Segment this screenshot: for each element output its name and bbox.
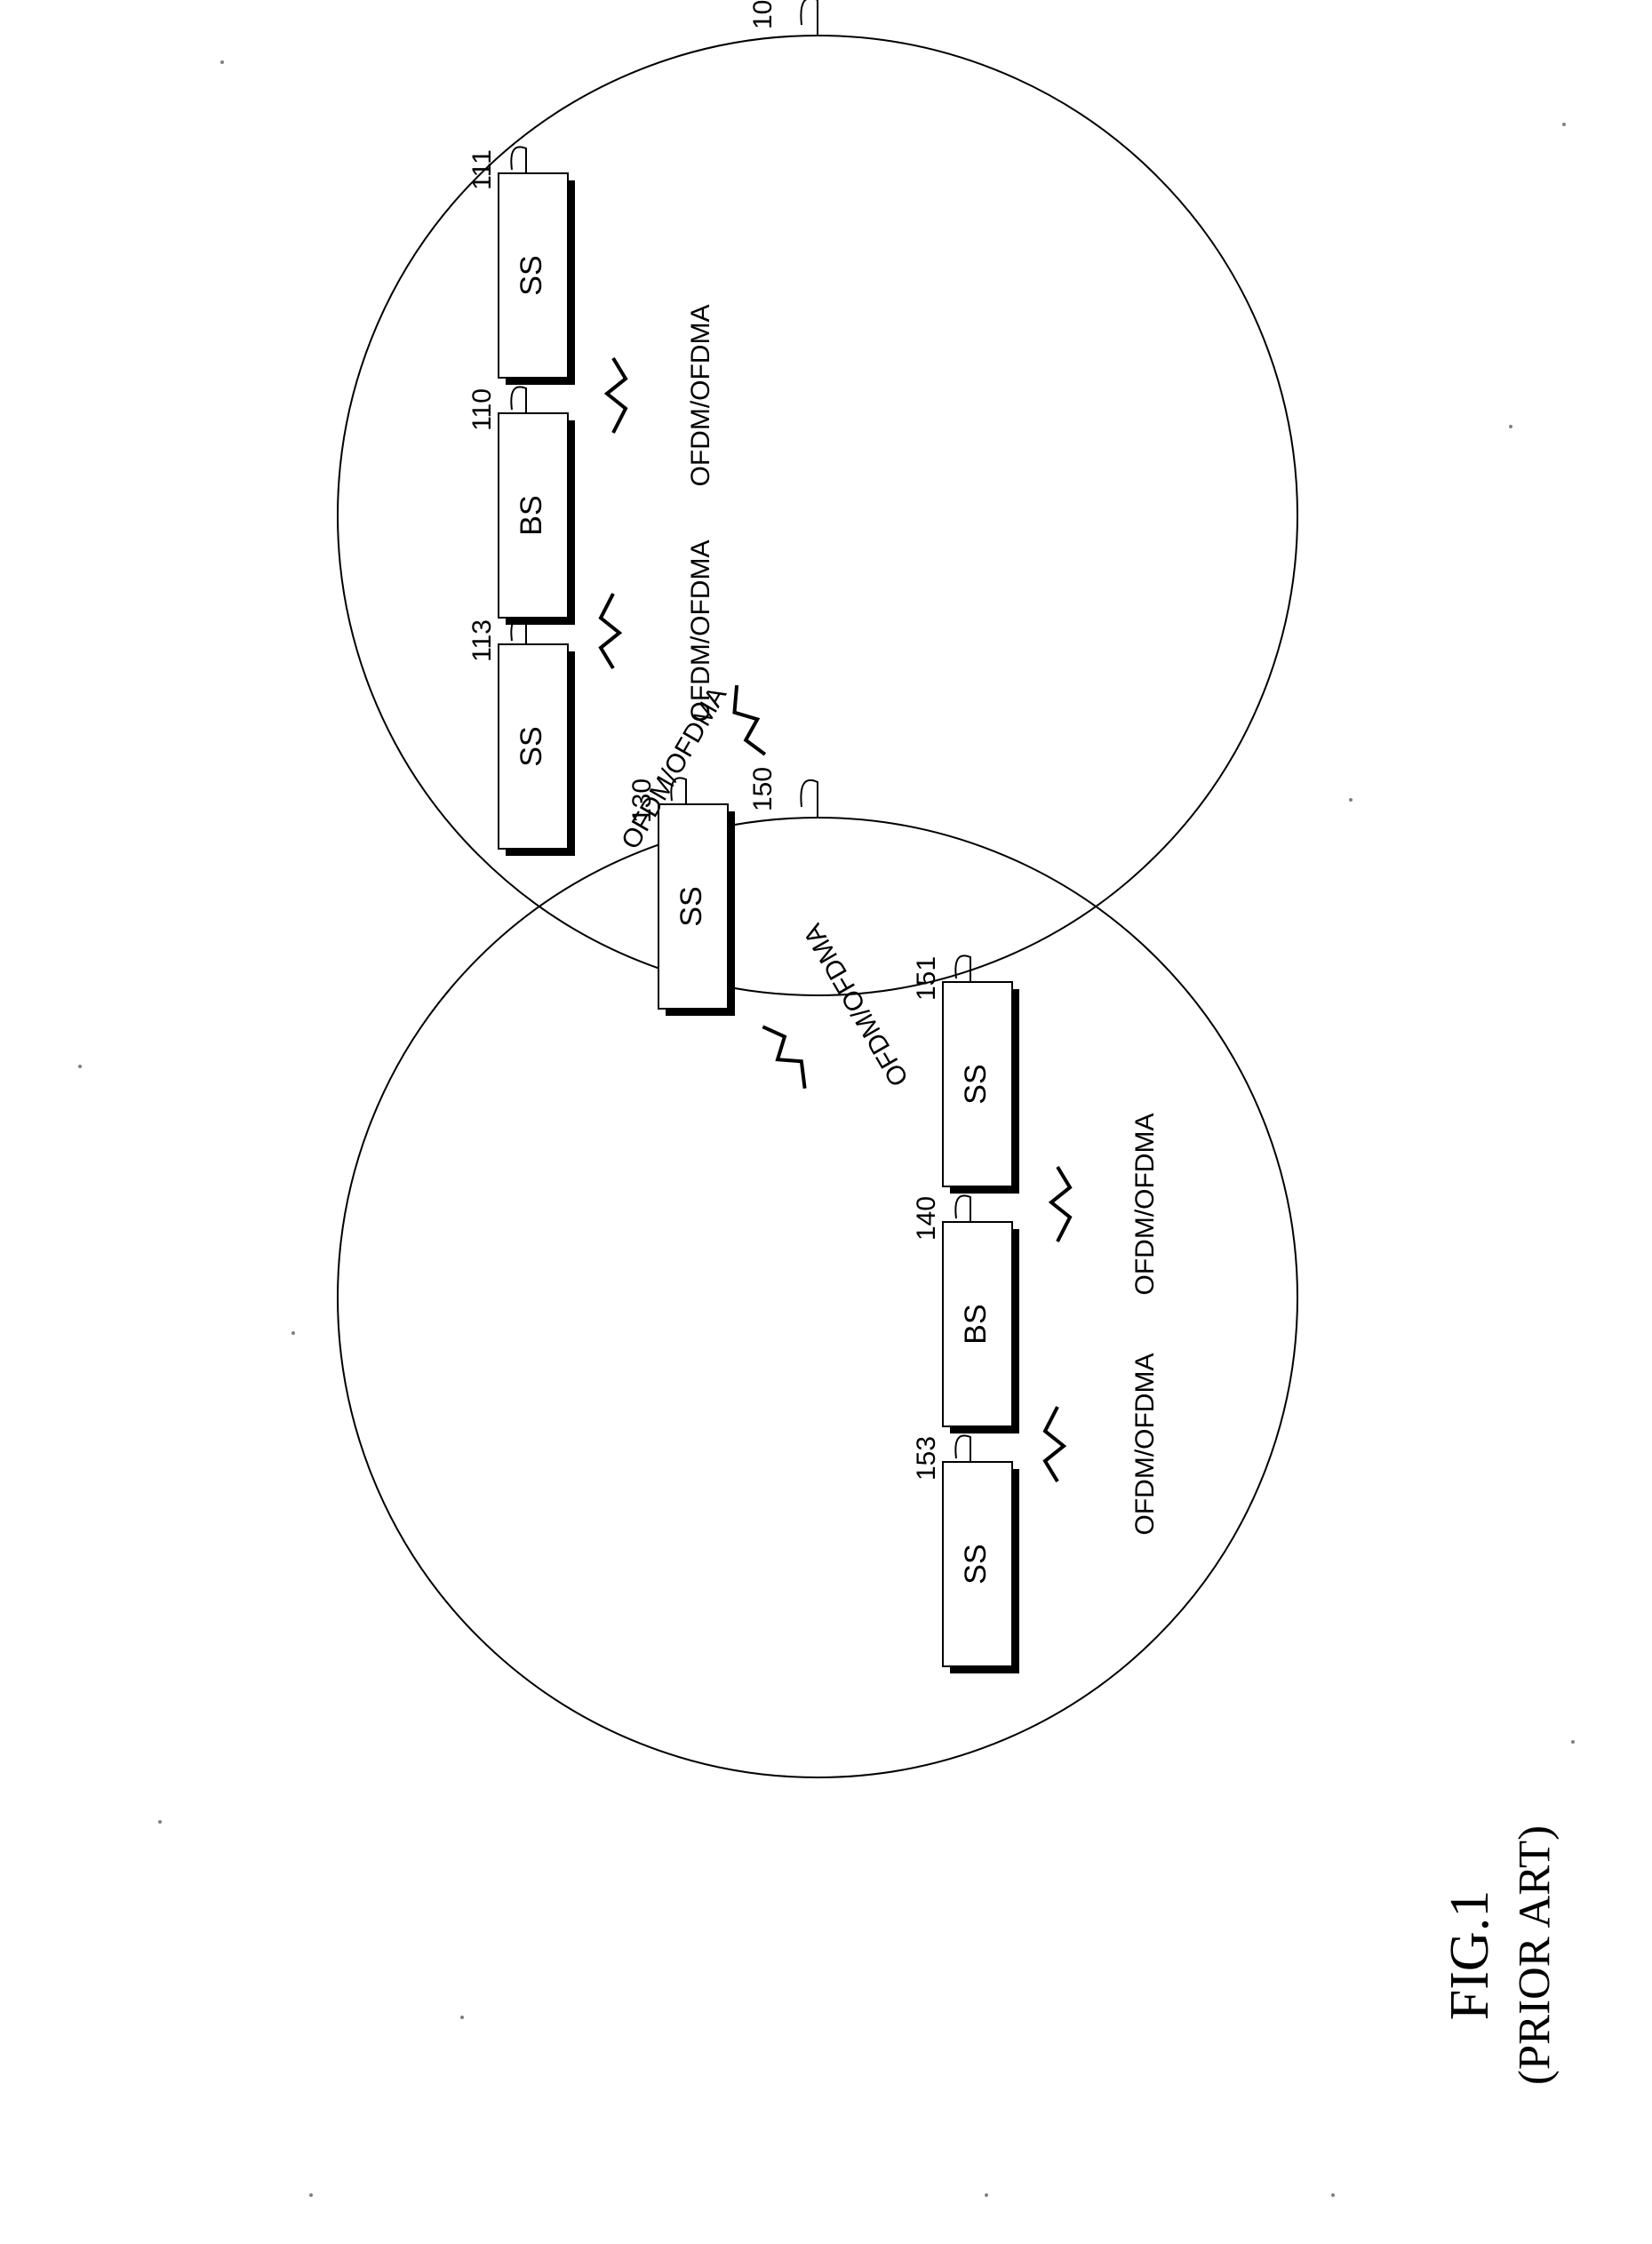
speckle xyxy=(220,60,224,64)
node-label: SS xyxy=(515,726,548,766)
node-label: SS xyxy=(959,1544,993,1584)
wireless-bolt-icon xyxy=(1045,1407,1064,1481)
node-label: SS xyxy=(959,1064,993,1104)
leader-line xyxy=(801,0,818,36)
speckle xyxy=(1509,425,1512,428)
wireless-bolt-icon xyxy=(762,1026,804,1088)
speckle xyxy=(1349,798,1353,802)
link-label: OFDM/OFDMA xyxy=(798,919,914,1091)
figure-title: FIG.1 xyxy=(1440,1890,1500,2020)
node-ss113: SS 113 xyxy=(467,618,575,856)
wireless-bolt-icon xyxy=(601,594,619,668)
link-label: OFDM/OFDMA xyxy=(686,305,715,487)
cell-ref: 150 xyxy=(748,767,778,811)
wireless-bolt-icon xyxy=(1051,1167,1070,1242)
node-ss153: SS 153 xyxy=(912,1435,1019,1673)
node-label: BS xyxy=(959,1304,993,1344)
node-ref: 151 xyxy=(912,956,941,1001)
node-ss151: SS 151 xyxy=(912,955,1019,1194)
node-ref: 153 xyxy=(912,1436,941,1481)
node-ref: 111 xyxy=(467,149,497,190)
link-label: OFDM/OFDMA xyxy=(1130,1354,1160,1536)
node-bs140: BS 140 xyxy=(912,1195,1019,1433)
speckle xyxy=(460,2016,464,2019)
speckle xyxy=(78,1065,82,1068)
speckle xyxy=(158,1820,162,1824)
speckle xyxy=(1571,1740,1575,1744)
speckle xyxy=(291,1331,295,1335)
node-ref: 113 xyxy=(467,619,497,662)
wireless-bolt-icon xyxy=(734,685,764,755)
leader-line xyxy=(511,147,526,173)
leader-line xyxy=(511,387,526,413)
leader-line xyxy=(955,1195,970,1222)
leader-line xyxy=(955,1435,970,1462)
wireless-bolt-icon xyxy=(607,358,626,433)
link-label: OFDM/OFDMA xyxy=(1130,1114,1160,1296)
node-ref: 140 xyxy=(912,1196,941,1241)
leader-line xyxy=(801,780,818,818)
cell-ref: 100 xyxy=(748,0,778,29)
speckle xyxy=(1331,2193,1335,2197)
node-bs110: BS 110 xyxy=(467,387,575,625)
speckle xyxy=(985,2193,988,2197)
diagram-canvas: 100150SS111BS110SS113SS130SS151BS140SS15… xyxy=(0,0,1652,2244)
node-ss111: SS 111 xyxy=(467,147,575,385)
node-label: BS xyxy=(515,495,548,535)
node-label: SS xyxy=(674,886,708,926)
node-label: SS xyxy=(515,255,548,295)
speckle xyxy=(1562,123,1566,126)
speckle xyxy=(309,2193,313,2197)
figure-subtitle: (PRIOR ART) xyxy=(1510,1825,1560,2085)
leader-line xyxy=(955,955,970,982)
node-ref: 110 xyxy=(467,388,497,431)
